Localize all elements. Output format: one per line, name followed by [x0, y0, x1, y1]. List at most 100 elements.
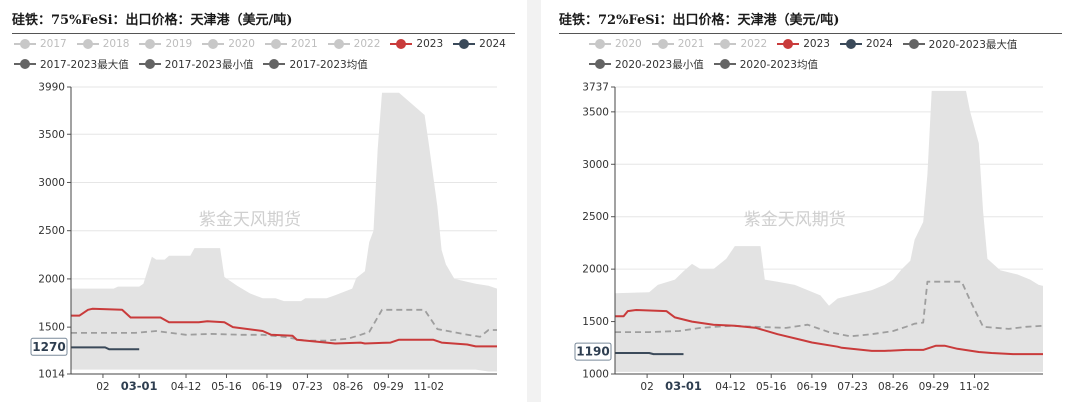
legend-label: 2020 [228, 38, 255, 50]
x-tick-label: 09-29 [373, 381, 404, 393]
y-tick-label: 2000 [38, 273, 65, 285]
x-tick-label: 04-12 [715, 381, 746, 393]
legend-marker-icon [589, 38, 611, 50]
y-tick-label: 1500 [582, 316, 609, 328]
legend-item[interactable]: 2020 [589, 38, 642, 50]
y-tick-label: 1500 [38, 322, 65, 334]
legend-marker-icon [138, 58, 161, 70]
legend-item[interactable]: 2023 [390, 38, 443, 50]
legend-item[interactable]: 2024 [453, 38, 506, 50]
legend-marker-icon [14, 38, 36, 50]
legend-marker-icon [651, 38, 674, 50]
legend-dot [595, 39, 605, 49]
legend: 2017 2018 2019 2020 2021 2022 2023 2024 2017-202… [14, 34, 516, 74]
range-band-area [615, 90, 1043, 372]
legend-label: 2021 [677, 38, 705, 50]
line-chart: 3737 3500 3000 2500 2000 1500 1000 紫金天风期货 02 03-0… [574, 82, 1044, 393]
legend-dot [845, 39, 856, 49]
chart-panel-75fesi: 硅铁：75%FeSi：出口价格：天津港（美元/吨) 2017 2018 2019 20… [0, 0, 527, 402]
chart-title: 硅铁：72%FeSi：出口价格：天津港（美元/吨) [559, 13, 840, 28]
legend-item[interactable]: 2021 [651, 38, 705, 50]
series-line-y2024 [71, 346, 140, 351]
title-divider [12, 33, 515, 34]
legend-marker-icon [390, 38, 413, 50]
legend-marker-icon [453, 38, 476, 50]
legend-item[interactable]: 2018 [76, 38, 129, 50]
y-tick-label: 3990 [38, 82, 65, 94]
legend-label: 2022 [353, 38, 381, 50]
legend-item[interactable]: 2020-2023最大值 [902, 37, 1018, 52]
legend-label: 2024 [865, 38, 893, 50]
legend-item[interactable]: 2022 [714, 38, 767, 50]
series-line-y2023 [71, 307, 497, 348]
x-tick-label: 04-12 [171, 381, 202, 393]
legend-item[interactable]: 2020-2023最小值 [589, 57, 704, 72]
legend-item[interactable]: 2017-2023最大值 [14, 57, 129, 72]
x-tick-label: 07-23 [837, 381, 868, 393]
legend-marker-icon [202, 38, 225, 50]
legend-item[interactable]: 2023 [777, 38, 830, 50]
watermark: 紫金天风期货 [744, 210, 846, 230]
y-tick-label: 3500 [582, 106, 609, 118]
legend-dot [144, 59, 155, 69]
legend-dot [333, 39, 344, 49]
y-tick-label: 2500 [582, 211, 609, 223]
legend-dot [20, 59, 30, 69]
legend-item[interactable]: 2019 [139, 38, 192, 50]
legend-label: 2022 [740, 38, 768, 50]
legend-label: 2020-2023最小值 [615, 58, 704, 71]
legend-label: 2021 [290, 38, 318, 50]
legend-dot [82, 39, 93, 49]
legend-dot [396, 39, 407, 49]
x-tick-label: 03-01 [121, 379, 158, 393]
x-tick-label: 05-16 [211, 381, 242, 393]
x-tick-label: 05-16 [756, 381, 787, 393]
legend-item[interactable]: 2022 [327, 38, 381, 50]
legend-item[interactable]: 2024 [839, 38, 893, 50]
legend-marker-icon [327, 38, 350, 50]
series-line-y2024 [615, 352, 684, 356]
range-band-area [71, 92, 497, 372]
legend-dot [269, 59, 280, 69]
legend-marker-icon [264, 38, 287, 50]
legend-marker-icon [777, 38, 800, 50]
legend-label: 2020-2023最大值 [928, 38, 1018, 51]
legend-item[interactable]: 2021 [264, 38, 318, 50]
legend-dot [270, 39, 281, 49]
legend-item[interactable]: 2020-2023均值 [713, 57, 818, 72]
y-tick-label: 3737 [582, 82, 609, 94]
legend-row: 2017 2018 2019 2020 2021 2022 2023 2024 [14, 34, 516, 54]
legend-dot [20, 39, 30, 49]
x-tick-label: 07-23 [292, 381, 323, 393]
legend-item[interactable]: 2020 [202, 38, 255, 50]
value-label-text: 1270 [32, 340, 65, 354]
x-tick-label: 11-02 [959, 381, 990, 393]
legend-marker-icon [589, 58, 611, 70]
legend-dot [595, 59, 605, 69]
watermark: 紫金天风期货 [199, 210, 301, 230]
legend-label: 2019 [165, 38, 193, 50]
legend-label: 2017 [40, 38, 67, 50]
x-tick-label: 02 [96, 381, 109, 393]
value-label-box [30, 337, 68, 356]
value-label-text: 1190 [576, 345, 609, 359]
series-line-avg [71, 308, 497, 342]
x-tick-label: 03-01 [665, 379, 702, 393]
legend-dot [459, 39, 470, 49]
current-value-label: 1190 [574, 342, 612, 361]
legend-marker-icon [902, 38, 925, 50]
legend-marker-icon [714, 38, 737, 50]
legend-marker-icon [263, 58, 286, 70]
legend-marker-icon [76, 38, 99, 50]
legend-item[interactable]: 2017-2023均值 [263, 57, 368, 72]
x-tick-label: 06-19 [252, 381, 283, 393]
legend-marker-icon [139, 38, 162, 50]
legend-label: 2024 [479, 38, 506, 50]
legend-item[interactable]: 2017 [14, 38, 67, 50]
legend-label: 2017-2023最大值 [40, 58, 129, 71]
legend: 2020 2021 2022 2023 2024 2020-2023最大值 2020-202… [589, 34, 1027, 74]
x-tick-label: 11-02 [414, 381, 445, 393]
legend-label: 2023 [416, 38, 444, 50]
x-tick-label: 02 [640, 381, 653, 393]
legend-item[interactable]: 2017-2023最小值 [138, 57, 253, 72]
